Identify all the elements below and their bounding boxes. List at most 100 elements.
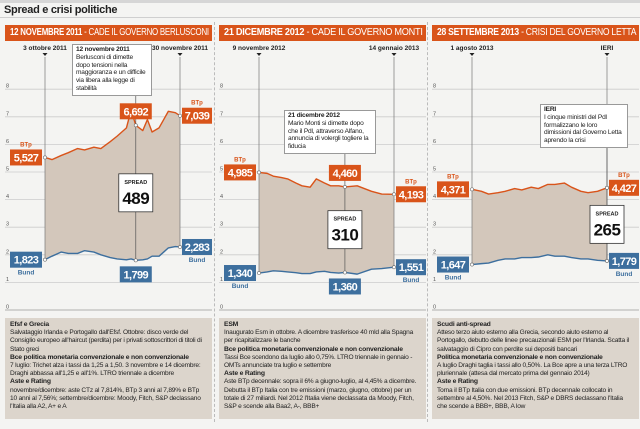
y-tick-label: 1 (433, 277, 436, 283)
bund-label: Bund (189, 257, 206, 264)
btp-label: BTp (191, 101, 203, 107)
note-heading: ESM (224, 321, 239, 328)
y-tick-label: 0 (6, 305, 9, 311)
data-point (133, 123, 138, 128)
spread-area (45, 109, 180, 261)
y-tick-label: 7 (433, 111, 436, 117)
spread-box (327, 210, 363, 250)
btp-label: BTp (447, 174, 459, 180)
btp-start-value: 4,985 (228, 167, 253, 179)
spread-label: SPREAD (124, 180, 147, 186)
btp-event-value: 6,692 (124, 106, 149, 118)
annotation-title: 12 novembre 2011 (76, 46, 130, 53)
data-point (605, 185, 609, 190)
y-tick-label: 3 (433, 222, 436, 228)
panel-header: 28 SETTEMBRE 2013 - CRISI DEL GOVERNO LE… (432, 25, 639, 41)
btp-end-box (609, 179, 639, 196)
bund-start-box (10, 251, 42, 268)
y-tick-label: 7 (6, 111, 9, 117)
annotation-title: 21 dicembre 2012 (288, 112, 340, 119)
note-heading: Efsf e Grecia (10, 321, 49, 328)
y-tick-label: 3 (6, 222, 9, 228)
bund-event-value: 1,799 (124, 269, 149, 281)
data-point (392, 192, 396, 197)
btp-event-box (328, 164, 361, 181)
spread-label: SPREAD (596, 211, 619, 217)
note-text: Inaugurato Esm in ottobre. A dicembre tr… (224, 329, 414, 345)
bund-event-box (119, 266, 152, 283)
y-tick-label: 4 (220, 194, 223, 200)
btp-end-value: 7,039 (185, 111, 210, 123)
start-date-label: 9 novembre 2012 (232, 45, 286, 52)
data-point (178, 245, 182, 249)
bund-end-value: 1,779 (612, 256, 637, 268)
note-heading: Bce politica monetaria convenzionale e n… (224, 345, 403, 353)
bund-label: Bund (403, 277, 420, 284)
btp-end-box (396, 186, 426, 203)
panel-header: 12 NOVEMBRE 2011 - CADE IL GOVERNO BERLU… (5, 25, 212, 41)
y-tick-label: 8 (6, 84, 9, 90)
y-tick-label: 2 (433, 249, 436, 255)
start-date-label: 3 ottobre 2011 (23, 45, 67, 52)
note-text: Tassi Bce scendono da luglio allo 0,75%.… (224, 353, 413, 370)
bund-label: Bund (18, 270, 35, 277)
btp-start-box (437, 181, 469, 198)
btp-label: BTp (405, 179, 417, 185)
data-point (43, 155, 47, 160)
event-annotation: 21 dicembre 2012 Mario Monti si dimette d… (284, 110, 376, 154)
arrow-down-icon (604, 53, 610, 56)
page-title: Spread e crisi politiche (4, 4, 118, 16)
y-tick-label: 5 (220, 167, 223, 173)
btp-line (258, 171, 395, 195)
note-text: Torna il BTp Italia con due emissioni. B… (437, 386, 623, 411)
bund-start-box (437, 256, 469, 273)
y-tick-label: 5 (433, 167, 436, 173)
bund-start-box (224, 265, 256, 282)
spread-value: 489 (122, 189, 149, 208)
header-text: - CRISI DEL GOVERNO LETTA (518, 27, 637, 38)
note-heading: Politica monetaria convenzionale e non c… (437, 353, 603, 361)
y-tick-label: 1 (6, 277, 9, 283)
data-point (392, 265, 396, 270)
y-tick-label: 3 (220, 222, 223, 228)
note-text: 7 luglio: Trichet alza i tassi da 1,25 a… (10, 362, 201, 378)
spread-value: 310 (331, 226, 358, 245)
btp-label: BTp (618, 173, 630, 179)
panel-header-text: 28 SETTEMBRE 2013 - CRISI DEL GOVERNO LE… (437, 25, 636, 41)
bund-label: Bund (232, 283, 249, 290)
data-point (133, 258, 138, 263)
bund-label: Bund (445, 275, 462, 282)
bund-start-value: 1,823 (14, 255, 39, 267)
bund-end-box (182, 238, 212, 255)
bund-event-box (328, 278, 361, 295)
panel-header: 21 DICEMBRE 2012 - CADE IL GOVERNO MONTI (219, 25, 426, 41)
y-tick-label: 4 (6, 194, 9, 200)
btp-event-value: 4,460 (333, 168, 358, 180)
end-date-label: IERI (600, 45, 614, 52)
note-text: novembre/dicembre: aste CTz al 7,814%, B… (10, 386, 201, 411)
bund-end-box (396, 259, 426, 276)
y-tick-label: 0 (433, 305, 436, 311)
panel-header-text: 21 DICEMBRE 2012 - CADE IL GOVERNO MONTI (224, 25, 423, 41)
note-heading: Scudi anti-spread (437, 321, 491, 328)
spread-box (589, 204, 625, 244)
annotation-text: Berlusconi di dimette dopo tensioni nell… (76, 53, 146, 92)
arrow-down-icon (469, 53, 475, 56)
panel-separator (214, 22, 215, 422)
spread-label: SPREAD (333, 217, 356, 223)
bund-line (44, 245, 181, 262)
y-tick-label: 8 (433, 84, 436, 90)
data-point (43, 257, 47, 262)
data-point (470, 187, 474, 192)
btp-label: BTp (234, 157, 246, 163)
end-date-label: 14 gennaio 2013 (368, 45, 420, 52)
bund-line (471, 254, 608, 266)
btp-line (44, 109, 181, 161)
data-point (343, 270, 347, 275)
btp-line (471, 182, 608, 195)
spread-area (472, 183, 607, 265)
btp-end-box (182, 107, 212, 124)
y-tick-label: 6 (433, 139, 436, 145)
note-text: Atteso terzo aiuto esterno alla Grecia, … (437, 329, 630, 353)
